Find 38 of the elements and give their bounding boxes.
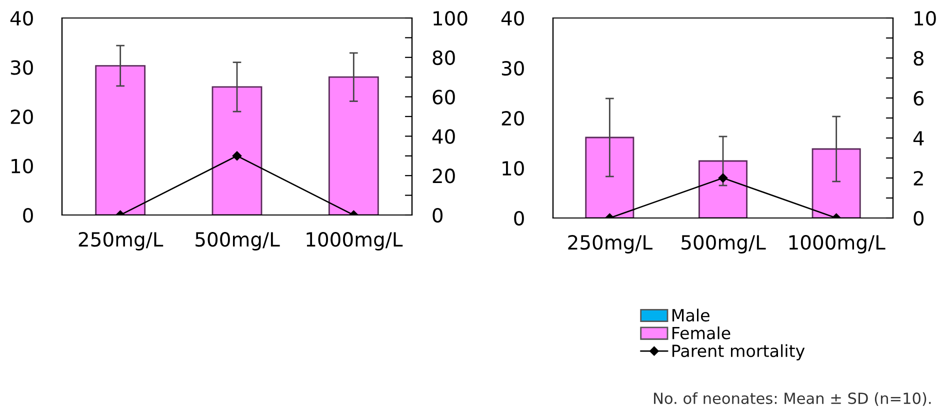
y2-tick-label: 8 bbox=[914, 50, 924, 66]
bar bbox=[585, 136, 634, 218]
bar bbox=[328, 76, 379, 215]
y-tick-label: 30 bbox=[502, 60, 524, 76]
y2-tick-label: 80 bbox=[432, 50, 455, 66]
y2-tick-label: 0 bbox=[432, 208, 443, 223]
legend-label: Parent mortality bbox=[672, 344, 805, 360]
y-tick-label: 0 bbox=[23, 208, 33, 223]
bar bbox=[698, 160, 748, 218]
y2-tick-label: 6 bbox=[914, 90, 924, 106]
x-tick-label: 250mg/L bbox=[568, 235, 652, 254]
y2-tick-label: 2 bbox=[914, 170, 923, 186]
y-tick-label: 10 bbox=[502, 160, 524, 176]
x-tick-label: 1000mg/L bbox=[306, 232, 403, 250]
y-tick-label: 20 bbox=[10, 109, 33, 124]
bar bbox=[95, 65, 146, 215]
y2-tick-label: 20 bbox=[432, 168, 455, 184]
bar bbox=[812, 148, 861, 218]
y-tick-label: 20 bbox=[502, 110, 524, 126]
y-tick-label: 40 bbox=[501, 10, 524, 26]
legend-label: Male bbox=[672, 308, 710, 322]
y-tick-label: 30 bbox=[10, 60, 33, 75]
y-tick-label: 40 bbox=[10, 10, 33, 26]
y2-tick-label: 100 bbox=[434, 10, 468, 26]
y2-tick-label: 40 bbox=[432, 129, 455, 144]
y2-tick-label: 4 bbox=[913, 131, 924, 146]
y2-tick-label: 0 bbox=[914, 210, 924, 226]
text: No. of neonates: Mean ± SD (n=10). bbox=[654, 392, 931, 406]
y2-tick-label: 60 bbox=[432, 90, 455, 104]
x-tick-label: 1000mg/L bbox=[789, 235, 886, 254]
x-tick-label: 500mg/L bbox=[196, 232, 280, 250]
x-tick-label: 250mg/L bbox=[78, 232, 164, 250]
y2-tick-label: 10 bbox=[914, 10, 936, 26]
x-tick-label: 500mg/L bbox=[682, 235, 766, 254]
y-tick-label: 10 bbox=[12, 158, 33, 174]
y-tick-label: 0 bbox=[514, 210, 524, 226]
legend-label: Female bbox=[672, 326, 730, 340]
bar bbox=[212, 86, 262, 215]
